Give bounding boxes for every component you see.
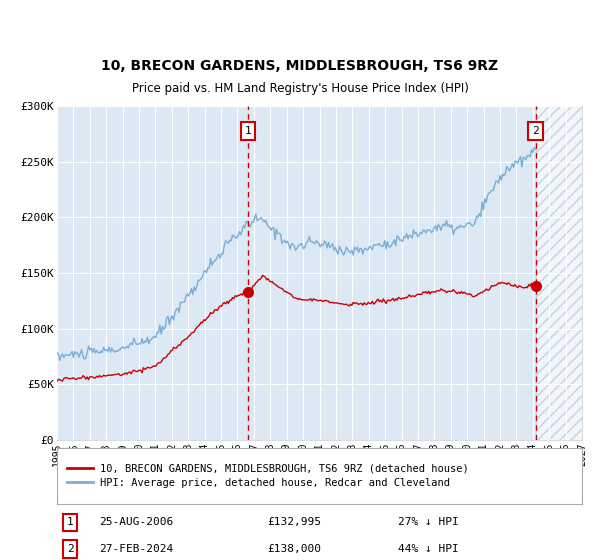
Text: 44% ↓ HPI: 44% ↓ HPI <box>398 544 459 554</box>
Legend: 10, BRECON GARDENS, MIDDLESBROUGH, TS6 9RZ (detached house), HPI: Average price,: 10, BRECON GARDENS, MIDDLESBROUGH, TS6 9… <box>62 459 473 493</box>
Text: £138,000: £138,000 <box>267 544 321 554</box>
Text: 27-FEB-2024: 27-FEB-2024 <box>99 544 173 554</box>
Text: 27% ↓ HPI: 27% ↓ HPI <box>398 517 459 528</box>
Text: 25-AUG-2006: 25-AUG-2006 <box>99 517 173 528</box>
Text: 1: 1 <box>245 126 251 136</box>
Text: 1: 1 <box>67 517 74 528</box>
Bar <box>536 106 582 440</box>
Text: 2: 2 <box>67 544 74 554</box>
Text: 2: 2 <box>532 126 539 136</box>
Text: £132,995: £132,995 <box>267 517 321 528</box>
Text: 10, BRECON GARDENS, MIDDLESBROUGH, TS6 9RZ: 10, BRECON GARDENS, MIDDLESBROUGH, TS6 9… <box>101 59 499 73</box>
Text: Price paid vs. HM Land Registry's House Price Index (HPI): Price paid vs. HM Land Registry's House … <box>131 82 469 95</box>
